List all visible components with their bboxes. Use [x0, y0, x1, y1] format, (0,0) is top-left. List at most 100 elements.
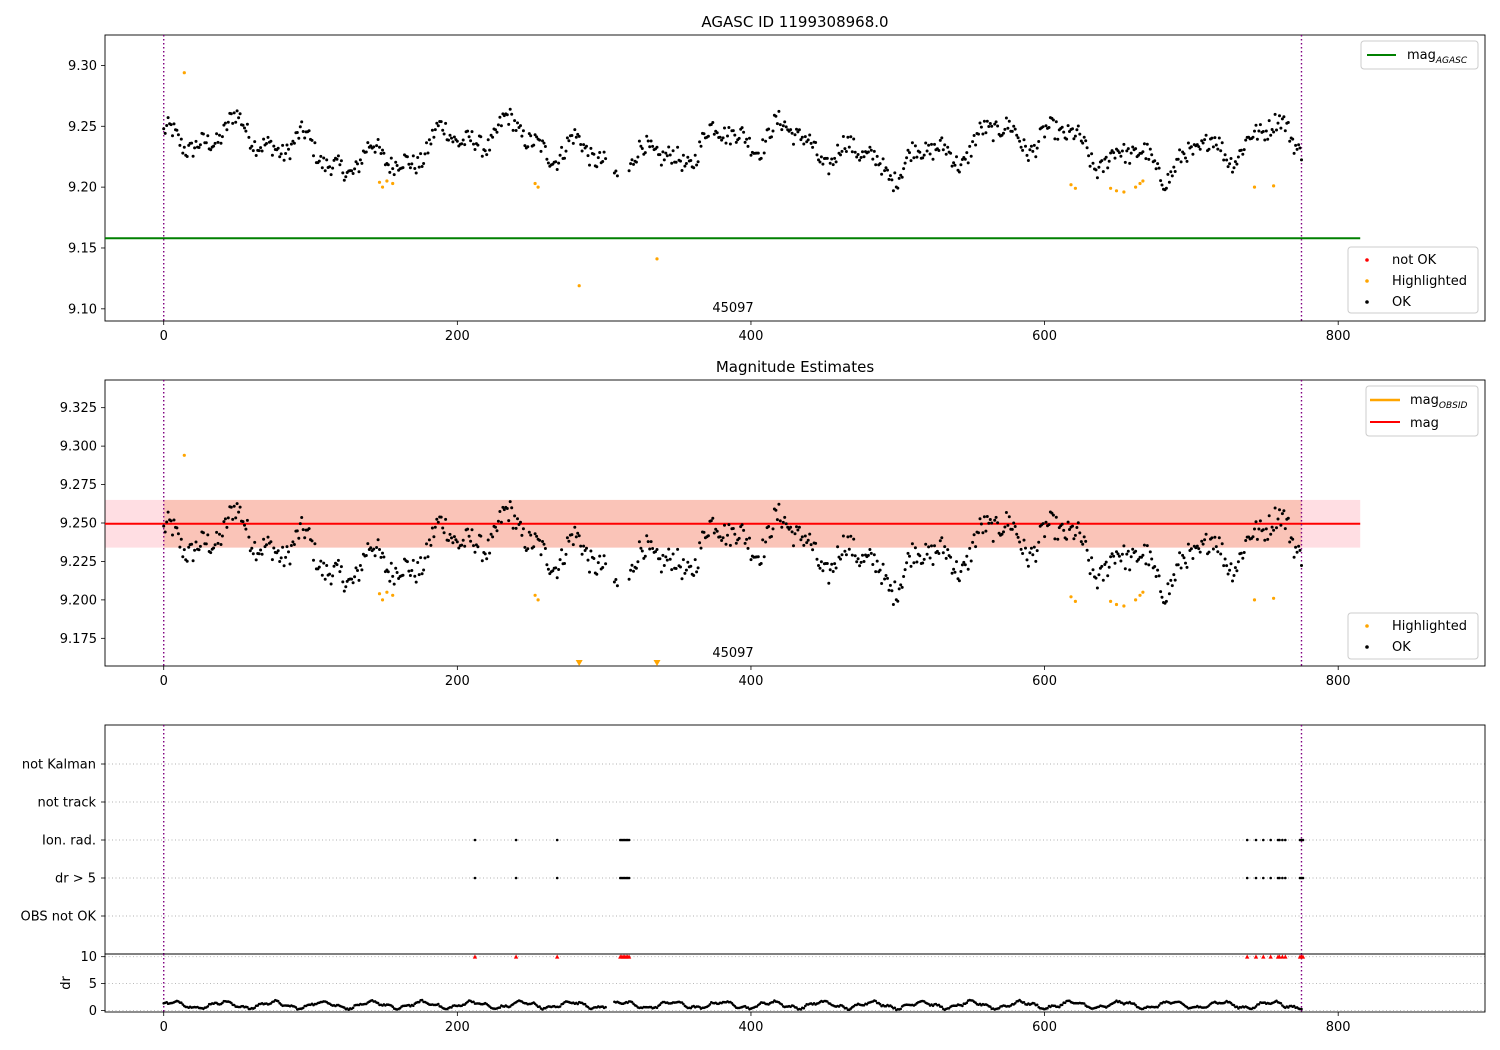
ok-point	[285, 545, 289, 549]
highlighted-point	[1122, 604, 1126, 608]
ok-point	[394, 566, 398, 570]
ok-point	[661, 150, 665, 154]
ok-point	[386, 570, 390, 574]
highlighted-point	[1134, 185, 1138, 189]
ok-point	[1292, 555, 1296, 559]
flag-category-label: Ion. rad.	[42, 834, 96, 849]
ok-point	[499, 124, 503, 128]
ok-point	[329, 582, 333, 586]
ok-point	[1078, 132, 1082, 136]
ok-point	[201, 531, 205, 535]
x-tick-label: 600	[1032, 1020, 1057, 1035]
ok-point	[927, 545, 931, 549]
ok-point	[971, 140, 975, 144]
magnitude-panel-points	[162, 453, 1303, 666]
ok-point	[990, 521, 994, 525]
legend-mag-agasc-sub: AGASC	[1435, 56, 1468, 66]
ok-point	[645, 534, 649, 538]
ok-point	[276, 146, 280, 150]
ok-point	[977, 531, 980, 535]
highlighted-point	[1141, 179, 1145, 183]
ok-point	[181, 555, 185, 559]
ok-point	[1211, 547, 1215, 551]
x-tick-label: 400	[739, 1020, 764, 1035]
ok-point	[941, 551, 945, 555]
dr-point	[1046, 1006, 1049, 1010]
ok-point	[991, 539, 995, 543]
ok-point	[891, 189, 895, 193]
ok-point	[413, 574, 417, 578]
x-tick-label: 200	[445, 674, 470, 689]
ok-point	[676, 547, 680, 551]
ok-point	[1300, 564, 1303, 567]
ok-point	[1266, 537, 1270, 541]
ok-point	[1097, 573, 1101, 577]
agasc-panel-x-axis: 0 200 400 600 800	[160, 321, 1351, 344]
ok-point	[1282, 115, 1286, 119]
dr-capped-marker	[1280, 954, 1285, 959]
ok-point	[604, 157, 608, 161]
ok-point	[686, 560, 690, 564]
ok-point	[699, 144, 703, 148]
ok-point	[809, 141, 813, 145]
ok-point	[1291, 537, 1295, 541]
ok-point	[422, 568, 426, 572]
highlighted-point	[391, 593, 395, 597]
ok-point	[933, 142, 936, 146]
dr-point	[1157, 1004, 1161, 1007]
ok-point	[491, 135, 495, 139]
ok-point	[175, 128, 179, 132]
ok-point	[853, 150, 857, 154]
ok-point	[1203, 538, 1207, 542]
ok-point	[940, 536, 944, 540]
ok-point	[899, 583, 903, 587]
y-tick-label: 9.30	[68, 59, 97, 74]
ok-point	[388, 579, 392, 583]
ok-point	[467, 534, 471, 538]
ok-point	[661, 553, 665, 557]
ok-point	[317, 565, 321, 569]
ok-point	[871, 563, 875, 566]
ok-point	[993, 122, 997, 126]
x-tick-label: 800	[1326, 329, 1351, 344]
dr-point	[655, 1006, 659, 1010]
ok-point	[949, 151, 953, 155]
dr-point	[391, 1005, 395, 1008]
ok-point	[389, 156, 393, 160]
ok-point	[259, 548, 263, 552]
ok-point	[1113, 561, 1117, 565]
ok-point	[627, 169, 631, 173]
dr-point	[1134, 1003, 1137, 1007]
ok-point	[1298, 548, 1302, 552]
ok-point	[1129, 151, 1133, 155]
ok-point	[1095, 176, 1099, 180]
ok-point	[289, 544, 293, 547]
ok-point	[483, 149, 487, 153]
ok-point	[1233, 566, 1237, 570]
ok-point	[281, 143, 285, 147]
ok-point	[1031, 149, 1035, 153]
ok-point	[1226, 572, 1230, 576]
ok-point	[709, 519, 713, 523]
ok-point	[498, 510, 502, 513]
ok-point	[1185, 159, 1189, 163]
ok-point	[391, 574, 395, 578]
highlighted-point	[182, 71, 186, 75]
ok-point	[1200, 539, 1204, 543]
ok-point	[1283, 129, 1287, 133]
ok-point	[1254, 123, 1258, 127]
ok-point	[564, 552, 568, 556]
ok-point	[1189, 145, 1193, 149]
ok-point	[1028, 551, 1032, 555]
ok-point	[1125, 149, 1129, 153]
dr-capped-marker	[472, 954, 478, 959]
ok-point	[1007, 119, 1011, 123]
ok-point	[1279, 523, 1283, 527]
ok-point	[430, 526, 434, 530]
ok-point	[963, 563, 967, 567]
ok-point	[514, 526, 518, 530]
ok-point	[580, 552, 584, 556]
legend-not-ok-label: not OK	[1392, 253, 1437, 268]
ok-point	[1029, 546, 1033, 550]
ok-point	[866, 553, 870, 557]
